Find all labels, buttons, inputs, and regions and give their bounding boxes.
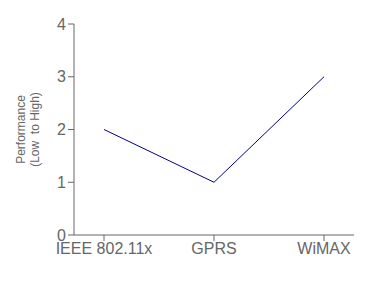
svg-text:Performance(Low to High): Performance(Low to High) xyxy=(14,92,42,167)
svg-text:0: 0 xyxy=(57,227,66,244)
svg-text:2: 2 xyxy=(57,121,66,138)
svg-text:WiMAX: WiMAX xyxy=(297,240,351,257)
svg-text:4: 4 xyxy=(57,16,66,33)
svg-text:GPRS: GPRS xyxy=(191,240,236,257)
svg-text:1: 1 xyxy=(57,174,66,191)
svg-text:IEEE 802.11x: IEEE 802.11x xyxy=(56,240,153,257)
svg-text:3: 3 xyxy=(57,68,66,85)
